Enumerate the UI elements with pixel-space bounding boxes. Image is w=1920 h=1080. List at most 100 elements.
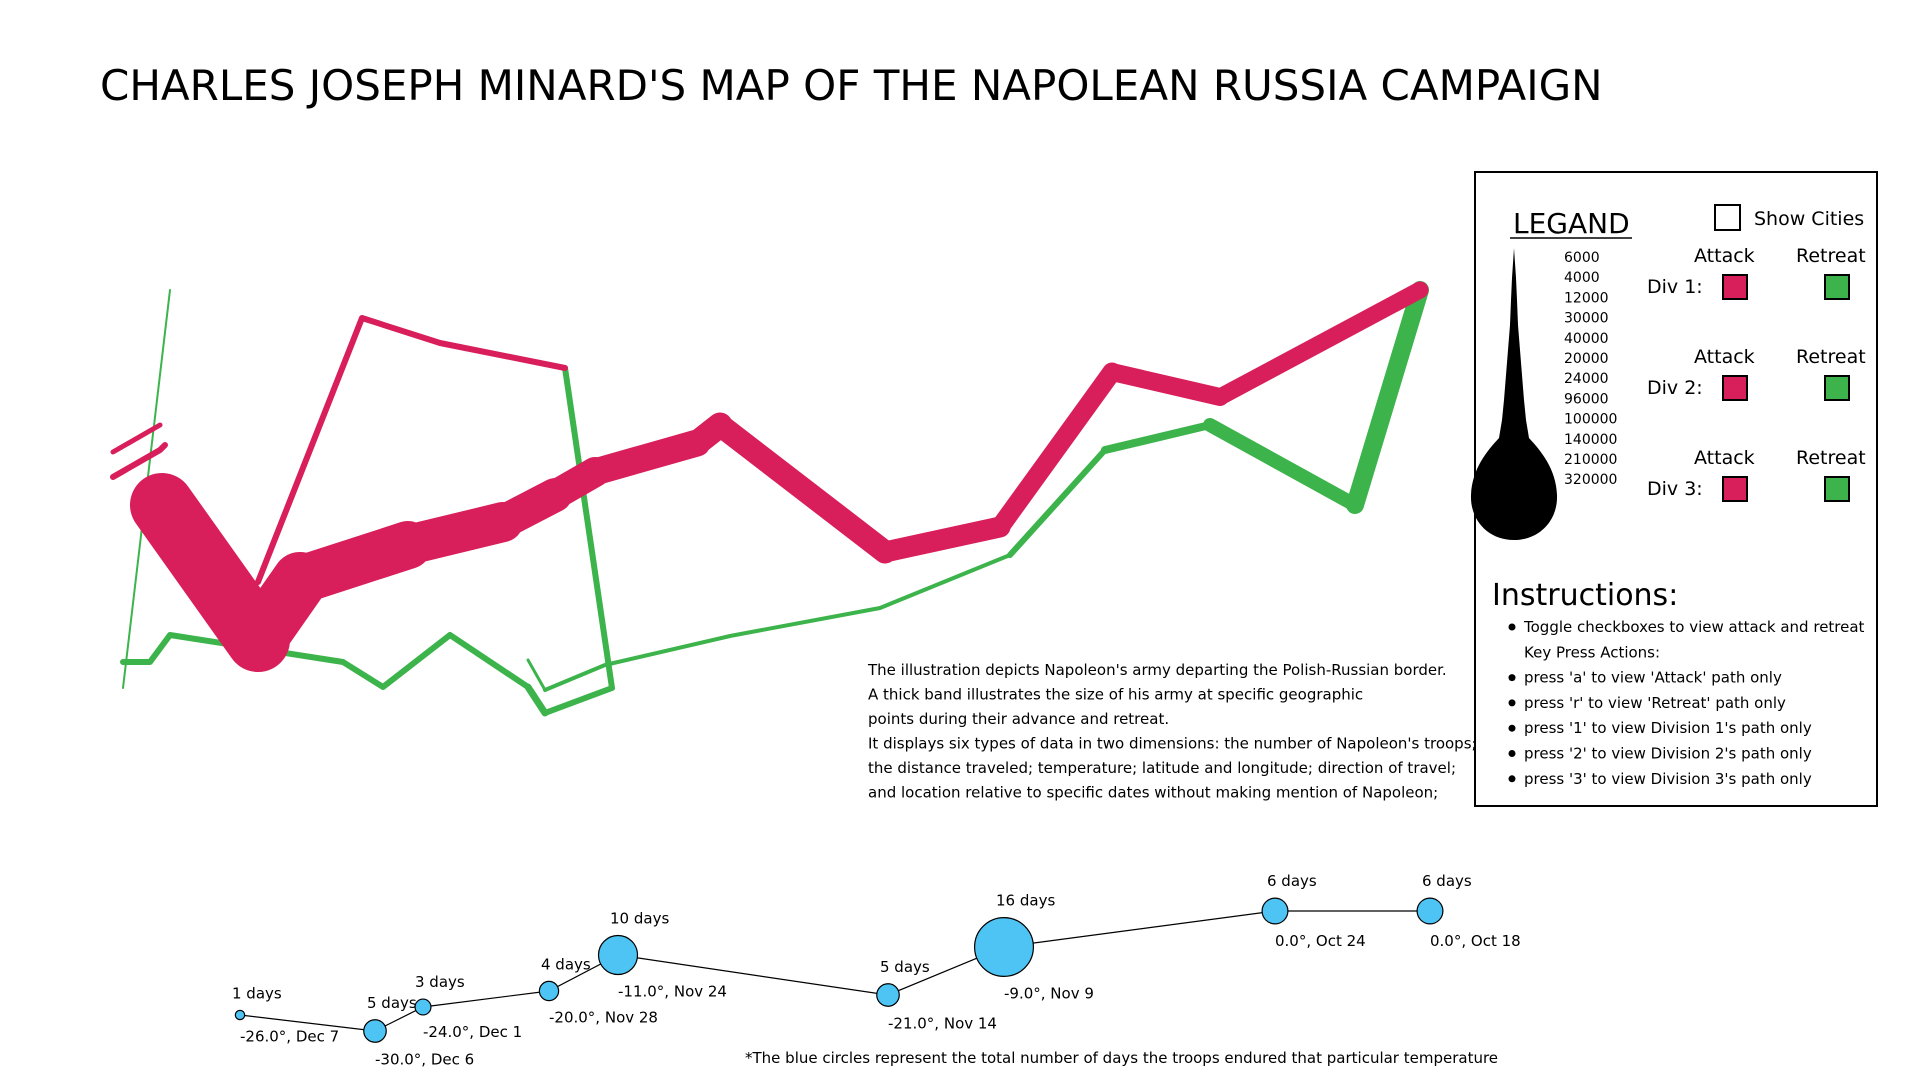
temperature-label: -11.0°, Nov 24	[618, 983, 727, 1001]
retreat-toggle-div3[interactable]	[1824, 476, 1850, 502]
scale-label: 4000	[1564, 270, 1600, 286]
temperature-days-circle	[597, 934, 639, 976]
bullet-icon	[1508, 674, 1516, 682]
bullet-icon	[1508, 623, 1516, 631]
scale-label: 320000	[1564, 472, 1617, 488]
retreat-header-div3: Retreat	[1796, 447, 1866, 469]
days-label: 10 days	[610, 910, 669, 928]
show-cities-label: Show Cities	[1754, 208, 1864, 230]
scale-label: 24000	[1564, 371, 1609, 387]
instructions-title: Instructions:	[1492, 578, 1678, 613]
instruction-item: Key Press Actions:	[1524, 643, 1660, 661]
attack-path-div2	[255, 315, 568, 585]
bullet-icon	[1508, 699, 1516, 707]
instruction-item: press 'r' to view 'Retreat' path only	[1524, 694, 1786, 712]
attack-toggle-div2[interactable]	[1722, 375, 1748, 401]
attack-path-div1-seg7	[581, 429, 711, 486]
retreat-path-div1-seg4	[1007, 447, 1108, 558]
days-label: 3 days	[415, 973, 465, 991]
instruction-item: press '1' to view Division 1's path only	[1524, 719, 1812, 737]
attack-path-div3-start	[110, 422, 163, 455]
bullet-icon	[1508, 724, 1516, 732]
attack-toggle-div3[interactable]	[1722, 476, 1748, 502]
days-label: 5 days	[880, 958, 930, 976]
attack-path-div3	[110, 442, 168, 480]
temperature-label: -26.0°, Dec 7	[240, 1028, 339, 1046]
retreat-paths	[120, 281, 1429, 717]
attack-header-div2: Attack	[1694, 346, 1755, 368]
scale-label: 12000	[1564, 290, 1609, 306]
temperature-label: -24.0°, Dec 1	[423, 1023, 522, 1041]
temperature-days-circle	[973, 916, 1034, 977]
temperature-label: -21.0°, Nov 14	[888, 1014, 997, 1032]
temperature-label: -30.0°, Dec 6	[375, 1050, 474, 1068]
temperature-days-circle	[1416, 897, 1444, 925]
instructions-list: Toggle checkboxes to view attack and ret…	[1508, 618, 1865, 788]
temperature-label: -20.0°, Nov 28	[549, 1009, 658, 1027]
temperature-label: 0.0°, Oct 18	[1430, 932, 1521, 950]
temperature-days-circle	[1261, 897, 1289, 925]
legend-panel: LEGAND Show Cities 6000 4000 12000 30000 400…	[1470, 171, 1878, 807]
footnote: *The blue circles represent the total nu…	[745, 1049, 1498, 1067]
attack-paths	[110, 281, 1429, 672]
description-line: the distance traveled; temperature; lati…	[868, 759, 1456, 777]
bullet-icon	[1508, 775, 1516, 783]
attack-path-div1-seg12	[1103, 363, 1229, 406]
scale-label: 40000	[1564, 331, 1609, 347]
division-label-3: Div 3:	[1647, 478, 1703, 500]
description-line: It displays six types of data in two dim…	[868, 735, 1477, 753]
show-cities-checkbox[interactable]	[1714, 204, 1741, 231]
army-size-scale: 6000 4000 12000 30000 40000 20000 24000 96000 10…	[1564, 250, 1617, 488]
instruction-item: Toggle checkboxes to view attack and ret…	[1523, 618, 1865, 636]
days-label: 1 days	[232, 984, 282, 1002]
instruction-item: press '2' to view Division 2's path only	[1524, 745, 1812, 763]
retreat-path-div1-seg3	[1101, 421, 1214, 454]
days-label: 6 days	[1267, 872, 1317, 890]
temperature-label: -9.0°, Nov 9	[1004, 984, 1094, 1002]
temperature-label: 0.0°, Oct 24	[1275, 932, 1366, 950]
temperature-days-circle	[363, 1019, 387, 1043]
scale-label: 6000	[1564, 250, 1600, 266]
attack-toggle-div1[interactable]	[1722, 274, 1748, 300]
division-swatches: Attack Retreat Div 1: Attack Retreat Div 2: At…	[1647, 245, 1866, 502]
attack-path-div1-seg13	[1211, 281, 1429, 406]
retreat-path-div1-seg1	[1346, 281, 1429, 514]
scale-label: 100000	[1564, 412, 1617, 428]
scale-label: 20000	[1564, 351, 1609, 367]
days-label: 4 days	[541, 955, 591, 973]
days-label: 6 days	[1422, 872, 1472, 890]
description-line: points during their advance and retreat.	[868, 710, 1169, 728]
scale-label: 140000	[1564, 432, 1617, 448]
attack-header-div3: Attack	[1694, 447, 1755, 469]
temperature-chart: 1 days -26.0°, Dec 7 5 days -30.0°, Dec 6 3 …	[232, 872, 1521, 1068]
instruction-item: press '3' to view Division 3's path only	[1524, 770, 1812, 788]
attack-path-div1-seg9	[708, 413, 897, 564]
temperature-days-circle	[876, 983, 900, 1007]
bullet-icon	[1508, 750, 1516, 757]
temperature-days-circle	[234, 1009, 246, 1021]
scale-label: 30000	[1564, 311, 1609, 327]
attack-header-div1: Attack	[1694, 245, 1755, 267]
attack-path-div1-seg11	[990, 362, 1122, 537]
division-label-2: Div 2:	[1647, 377, 1703, 399]
retreat-toggle-div2[interactable]	[1824, 375, 1850, 401]
scale-label: 210000	[1564, 452, 1617, 468]
retreat-path-div1-seg2	[1203, 418, 1362, 512]
legend-title: LEGAND	[1513, 207, 1630, 240]
instruction-item: press 'a' to view 'Attack' path only	[1524, 669, 1782, 687]
retreat-path-div1-seg5	[543, 553, 1012, 692]
page-title: CHARLES JOSEPH MINARD'S MAP OF THE NAPOL…	[100, 61, 1603, 110]
temperature-days-circle	[538, 980, 560, 1002]
days-label: 16 days	[996, 892, 1055, 910]
retreat-path-div2-tail	[524, 683, 549, 717]
scale-label: 96000	[1564, 391, 1609, 407]
retreat-header-div1: Retreat	[1796, 245, 1866, 267]
description-block: The illustration depicts Napoleon's army…	[867, 661, 1477, 802]
campaign-map	[110, 281, 1429, 717]
retreat-toggle-div1[interactable]	[1824, 274, 1850, 300]
army-size-scale-icon	[1470, 248, 1558, 540]
temperature-days-circle	[414, 998, 432, 1016]
attack-path-div1-seg10	[874, 516, 1011, 563]
days-label: 5 days	[367, 994, 417, 1012]
